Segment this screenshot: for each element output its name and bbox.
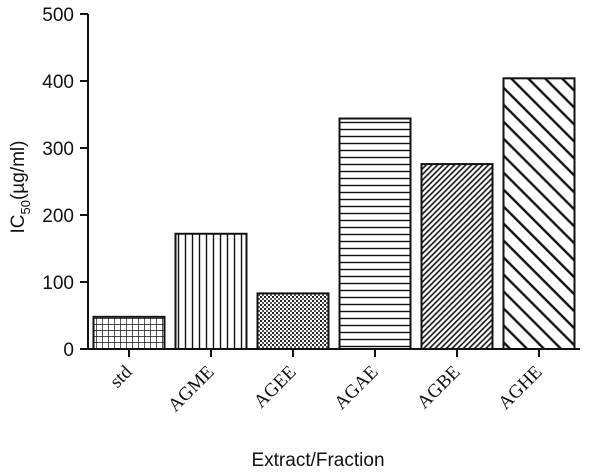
x-tick-label: AGAE	[330, 362, 382, 414]
x-axis: std AGME AGEE AGAE AGBE AGHE	[88, 348, 580, 416]
y-axis-title: IC50(µg/ml)	[8, 141, 33, 234]
bar-agae	[338, 117, 412, 350]
bar-agee	[256, 292, 330, 351]
bar-agbe	[420, 163, 494, 350]
y-tick-label: 200	[42, 206, 74, 227]
y-tick-label: 0	[63, 340, 74, 361]
y-tick-label: 100	[42, 273, 74, 294]
x-tick-label: std	[106, 361, 137, 392]
y-axis: 0 100 200 300 400 500	[42, 5, 89, 361]
bar-agme	[174, 232, 248, 350]
y-tick-label: 400	[42, 72, 74, 93]
y-tick-label: 500	[42, 5, 74, 26]
bar-std	[92, 315, 166, 350]
x-tick-label: AGHE	[494, 362, 546, 414]
x-tick-label: AGME	[164, 362, 218, 416]
x-tick-label: AGBE	[413, 362, 464, 413]
bars	[92, 77, 576, 351]
x-axis-title: Extract/Fraction	[251, 450, 384, 471]
x-tick-label: AGEE	[250, 362, 301, 413]
bar-aghe	[502, 77, 576, 350]
y-tick-label: 300	[42, 139, 74, 160]
